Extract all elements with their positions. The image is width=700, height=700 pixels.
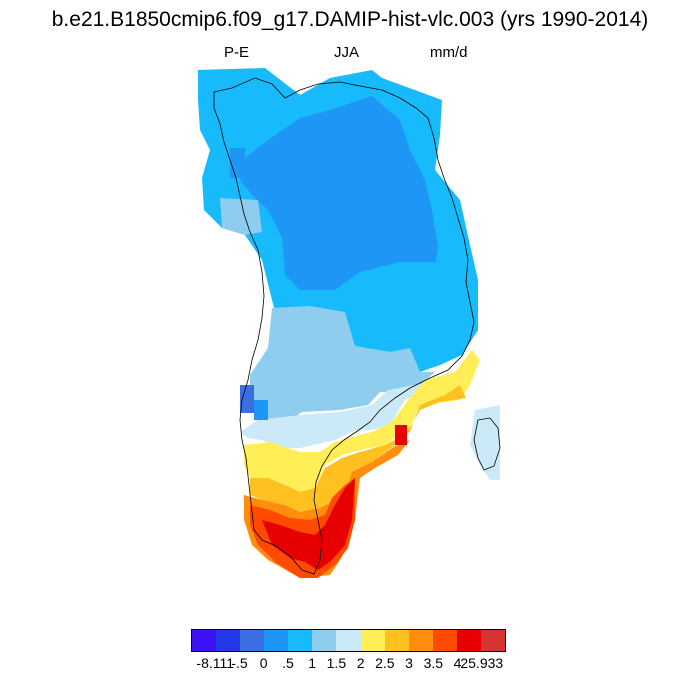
colorbar-tick-label: -.5 [231,655,248,671]
colorbar-swatch [384,630,409,651]
field-region-central [250,306,435,425]
field-cell [240,385,254,413]
variable-label: P-E [224,44,250,61]
colorbar-swatch [480,630,506,651]
field-cell [254,400,268,420]
colorbar-swatch [432,630,457,651]
field-region-yellow [244,350,480,492]
colorbar-swatch [240,630,265,651]
coastline [213,77,501,575]
colorbar-tick-label: 25.933 [460,655,504,671]
colorbar-tick-label: 2 [356,655,365,671]
field-cell [230,148,245,178]
coastline-east-island [473,417,501,471]
colorbar-tick-label: 4 [453,655,462,671]
colorbar-swatch [216,630,241,651]
colorbar-swatch [408,630,433,651]
colorbar-tick-label: 1.5 [326,655,347,671]
colorbar-tick-label: 0 [259,655,268,671]
colorbar-tick-label: -8.111 [196,655,235,671]
colorbar-tick-label: 3 [405,655,413,671]
map-title: b.e21.B1850cmip6.f09_g17.DAMIP-hist-vlc.… [51,8,649,31]
field-cells [198,68,500,578]
colorbar-swatch [312,630,337,651]
colorbar [191,629,506,652]
colorbar-tick-label: 2.5 [375,655,395,671]
colorbar-swatch [264,630,289,651]
field-region-dark-red [262,478,355,570]
colorbar-tick-label: 3.5 [423,655,444,671]
field-region-pale-band [240,370,452,448]
season-label: JJA [334,44,360,61]
colorbar-swatch [192,630,217,651]
colorbar-tick-label: 1 [308,655,317,671]
colorbar-swatch [360,630,385,651]
coastline-greenland [213,77,475,575]
colorbar-swatch [456,630,481,651]
colorbar-swatch [288,630,313,651]
units-label: mm/d [430,44,468,61]
field-cell [395,425,407,445]
colorbar-swatch [336,630,361,651]
field-region-orange [250,385,466,512]
colorbar-tick-label: .5 [282,655,294,671]
field-region-west-pale [220,198,262,235]
field-region-north-deep [240,96,438,290]
